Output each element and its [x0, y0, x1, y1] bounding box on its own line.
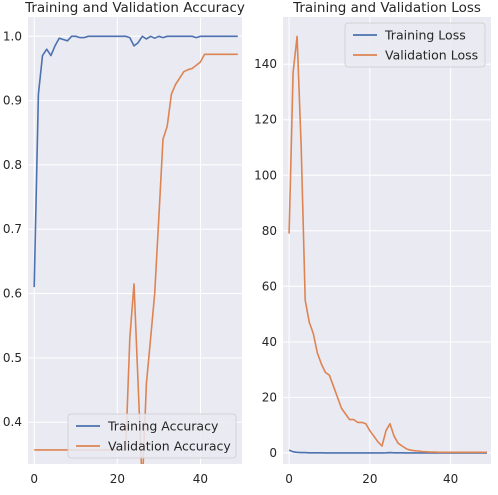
y-tick-label: 20	[262, 390, 277, 404]
legend-box	[344, 22, 486, 68]
chart-panel-2: 0 20 40 0 20 40 60 80 100 120 140 Training and Vali…	[254, 0, 491, 486]
legend-box	[67, 413, 237, 459]
legend-label-2: Validation Accuracy	[108, 439, 231, 454]
x-tick-label: 40	[193, 472, 208, 486]
y-tick-label: 120	[254, 113, 277, 127]
y-tick-label: 0.5	[3, 351, 22, 365]
x-tick-label: 20	[110, 472, 125, 486]
y-tick-label: 1.0	[3, 29, 22, 43]
series-line-1	[33, 35, 238, 288]
plot-background	[283, 17, 491, 464]
chart-title: Training and Validation Loss	[292, 0, 481, 16]
y-tick-label: 60	[262, 279, 277, 293]
series-line-2	[288, 35, 487, 454]
chart-title: Training and Validation Accuracy	[24, 0, 245, 16]
legend: Training Accuracy Validation Accuracy	[67, 413, 237, 459]
plot-background	[28, 17, 242, 464]
legend: Training Loss Validation Loss	[344, 22, 486, 68]
y-tick-label: 0.7	[3, 222, 22, 236]
y-tick-label: 0.9	[3, 94, 22, 108]
x-tick-label: 20	[362, 472, 377, 486]
x-tick-label: 40	[443, 472, 458, 486]
y-tick-label: 40	[262, 335, 277, 349]
x-tick-label: 0	[30, 472, 38, 486]
y-tick-label: 80	[262, 224, 277, 238]
legend-label-1: Training Accuracy	[107, 419, 219, 434]
legend-label-1: Training Loss	[384, 28, 466, 43]
y-tick-label: 100	[254, 168, 277, 182]
series-lines	[288, 35, 487, 454]
legend-label-2: Validation Loss	[385, 48, 478, 63]
y-tick-label: 0.4	[3, 415, 22, 429]
y-tick-label: 0	[269, 446, 277, 460]
y-tick-label: 140	[254, 57, 277, 71]
y-tick-label: 0.6	[3, 287, 22, 301]
x-tick-label: 0	[285, 472, 293, 486]
y-tick-label: 0.8	[3, 158, 22, 172]
